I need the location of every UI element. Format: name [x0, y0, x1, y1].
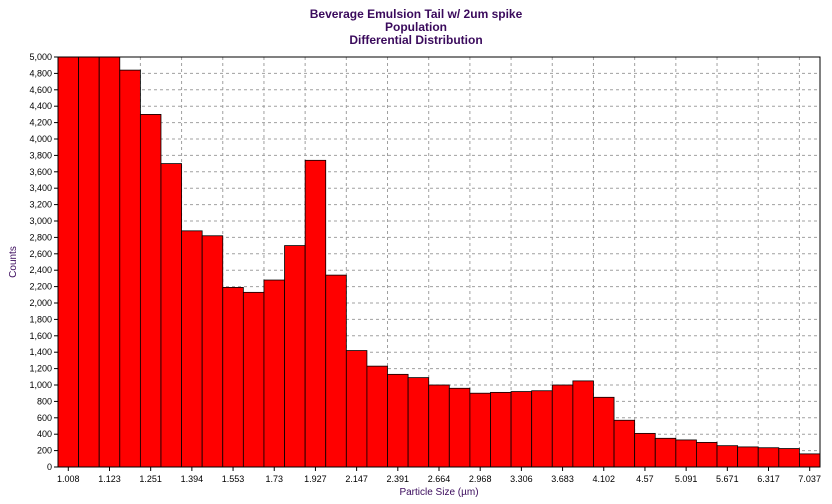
histogram-bar [325, 274, 347, 468]
histogram-bar [263, 279, 285, 468]
histogram-bar [757, 447, 780, 468]
chart-title-line-3: Differential Distribution [349, 33, 483, 47]
histogram-bar [551, 384, 574, 468]
y-tick-label: 1,800 [29, 314, 52, 324]
y-tick-label: 3,000 [29, 216, 52, 226]
x-tick-label: 5.671 [716, 474, 739, 484]
histogram-bar [572, 380, 594, 468]
histogram-bar [531, 390, 553, 468]
y-tick-label: 1,600 [29, 331, 52, 341]
y-tick-label: 4,200 [29, 118, 52, 128]
x-tick-label: 7.037 [798, 474, 821, 484]
histogram-bar [469, 392, 491, 468]
x-tick-label: 4.57 [636, 474, 654, 484]
x-tick-label: 3.683 [551, 474, 574, 484]
x-axis-label: Particle Size (µm) [399, 487, 478, 498]
x-tick-label: 3.306 [510, 474, 533, 484]
x-tick-label: 2.147 [345, 474, 368, 484]
x-tick-label: 2.391 [387, 474, 410, 484]
histogram-bar [242, 291, 265, 468]
y-tick-label: 600 [37, 413, 52, 423]
x-tick-label: 1.927 [304, 474, 327, 484]
y-tick-label: 2,000 [29, 298, 52, 308]
y-tick-label: 200 [37, 446, 52, 456]
x-tick-label: 4.102 [592, 474, 615, 484]
y-tick-label: 4,600 [29, 85, 52, 95]
x-tick-label: 1.553 [222, 474, 245, 484]
histogram-bar [737, 446, 759, 468]
histogram-bar [284, 245, 306, 468]
histogram-bar [139, 114, 162, 468]
y-tick-label: 2,800 [29, 232, 52, 242]
histogram-bar [613, 419, 636, 468]
histogram-bar [366, 365, 388, 468]
histogram-bar [510, 391, 533, 468]
y-tick-label: 4,800 [29, 68, 52, 78]
x-tick-label: 2.664 [428, 474, 451, 484]
histogram-bar [222, 287, 244, 468]
histogram-bar [428, 384, 450, 468]
y-tick-label: 400 [37, 429, 52, 439]
x-tick-label: 1.251 [139, 474, 162, 484]
x-axis-ticks: 1.008 1.123 1.251 1.394 1.553 1.73 1.927 2.147 2… [57, 467, 821, 484]
y-tick-label: 1,200 [29, 364, 52, 374]
histogram-bar [98, 56, 121, 468]
x-tick-label: 1.123 [98, 474, 121, 484]
x-tick-label: 6.317 [757, 474, 780, 484]
x-tick-label: 1.394 [181, 474, 204, 484]
x-tick-label: 1.008 [57, 474, 80, 484]
y-tick-label: 1,000 [29, 380, 52, 390]
y-tick-label: 800 [37, 396, 52, 406]
histogram-bar [57, 56, 79, 468]
y-tick-label: 3,400 [29, 183, 52, 193]
y-axis-label: Counts [8, 246, 19, 278]
y-tick-label: 3,600 [29, 167, 52, 177]
y-tick-label: 4,000 [29, 134, 52, 144]
histogram-bar [634, 432, 656, 468]
y-tick-label: 5,000 [29, 52, 52, 62]
y-tick-label: 3,200 [29, 200, 52, 210]
histogram-bar [304, 159, 327, 468]
y-tick-label: 2,400 [29, 265, 52, 275]
y-tick-label: 2,200 [29, 282, 52, 292]
y-tick-label: 0 [47, 462, 52, 472]
histogram-bar [654, 437, 677, 468]
histogram-bar [181, 230, 203, 468]
y-tick-label: 3,800 [29, 150, 52, 160]
histogram-bar [407, 377, 430, 468]
histogram-bar [675, 439, 697, 468]
histogram-bar [448, 387, 471, 468]
histogram-bar [716, 445, 739, 468]
histogram-bar [160, 163, 182, 468]
histogram-bar [593, 396, 615, 468]
y-tick-label: 4,400 [29, 101, 52, 111]
histogram-bar [119, 69, 141, 468]
chart-title-line-2: Population [385, 20, 447, 34]
y-tick-label: 1,400 [29, 347, 52, 357]
x-tick-label: 1.73 [265, 474, 283, 484]
histogram-bar [696, 441, 718, 468]
histogram-bar [201, 235, 224, 468]
histogram-bar [345, 350, 368, 468]
y-tick-label: 2,600 [29, 249, 52, 259]
histogram-bar [799, 453, 821, 468]
histogram-bar [387, 373, 409, 468]
chart-title: Beverage Emulsion Tail w/ 2um spike Popu… [0, 8, 832, 47]
x-tick-label: 2.968 [469, 474, 492, 484]
chart-title-line-1: Beverage Emulsion Tail w/ 2um spike [309, 7, 523, 21]
histogram-bar [490, 391, 512, 468]
histogram-bar [78, 56, 100, 468]
histogram-bar [778, 448, 800, 468]
y-axis-ticks: 0 200 400 600 800 1,000 1,200 1,400 1,600 1,800 2,… [29, 52, 58, 472]
x-tick-label: 5.091 [675, 474, 698, 484]
